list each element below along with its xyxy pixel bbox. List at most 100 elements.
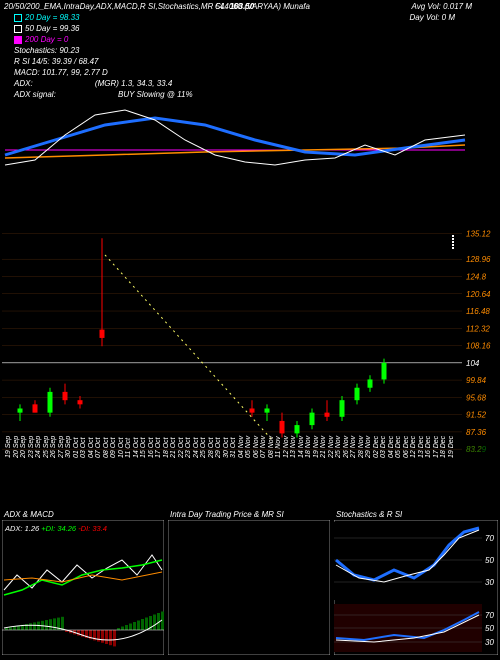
adx-signal-value: BUY Slowing @ 11%: [118, 90, 193, 99]
date-label: 29 Nov: [365, 436, 372, 458]
adx: ADX: (MGR) 1.3, 34.3, 33.4: [14, 79, 172, 88]
date-label: 20 Sep: [20, 436, 27, 458]
day200: 200 Day = 0: [14, 35, 68, 44]
date-label: 05 Nov: [245, 436, 252, 458]
date-label: 26 Nov: [343, 436, 350, 458]
cl-value: 103.50: [230, 2, 254, 11]
date-axis: 19 Sep20 Sep20 Sep23 Sep24 Sep25 Sep26 S…: [0, 458, 460, 513]
cl-label: CL: 103.50: [215, 2, 254, 11]
date-label: 26 Sep: [50, 436, 57, 458]
date-label: 08 Nov: [268, 436, 275, 458]
svg-text:70: 70: [485, 534, 494, 543]
date-label: 01 Oct: [73, 437, 80, 458]
svg-text:50: 50: [485, 624, 494, 633]
svg-text:135.12: 135.12: [466, 230, 491, 239]
svg-text:124.8: 124.8: [466, 272, 487, 281]
date-label: 09 Oct: [110, 437, 117, 458]
ema-panel: [0, 100, 500, 210]
date-label: 13 Dec: [418, 436, 425, 458]
date-label: 17 Dec: [433, 436, 440, 458]
macd: MACD: 101.77, 99, 2.77 D: [14, 68, 108, 77]
day200-swatch: [14, 36, 22, 44]
svg-text:116.48: 116.48: [466, 307, 490, 316]
adx-macd-title: ADX & MACD: [4, 510, 54, 519]
stoch-panel: Stochastics & R SI 705030705030: [334, 520, 498, 655]
candle-panel: 135.12128.96124.8120.64116.48112.32108.1…: [0, 225, 500, 455]
svg-text:70: 70: [485, 611, 494, 620]
date-label: 28 Oct: [208, 437, 215, 458]
date-label: 20 Sep: [13, 436, 20, 458]
date-label: 16 Oct: [148, 437, 155, 458]
day50: 50 Day = 99.36: [14, 24, 79, 33]
adx-signal: ADX signal: BUY Slowing @ 11%: [14, 90, 193, 99]
date-label: 14 Oct: [133, 437, 140, 458]
svg-text:30: 30: [485, 578, 494, 587]
svg-text:104: 104: [466, 359, 480, 368]
date-label: 21 Oct: [170, 437, 177, 458]
rsi: R SI 14/5: 39.39 / 68.47: [14, 57, 99, 66]
date-label: 07 Oct: [95, 437, 102, 458]
svg-text:120.64: 120.64: [466, 290, 491, 299]
date-label: 04 Oct: [88, 437, 95, 458]
date-label: 25 Oct: [200, 437, 207, 458]
date-label: 22 Oct: [178, 437, 185, 458]
svg-text:ADX: 1.26 +DI: 34.26 -DI:: ADX: 1.26 +DI: 34.26 -DI: 33.4: [4, 524, 107, 533]
date-label: 21 Nov: [320, 436, 327, 458]
svg-text:83.29: 83.29: [466, 445, 487, 454]
date-label: 12 Dec: [410, 436, 417, 458]
header-indicators: 20/50/200_EMA,IntraDay,ADX,MACD,R SI,Sto…: [4, 2, 310, 11]
svg-text:108.16: 108.16: [466, 342, 491, 351]
date-label: 19 Sep: [5, 436, 12, 458]
svg-text:99.84: 99.84: [466, 376, 487, 385]
date-label: 31 Oct: [230, 437, 237, 458]
adx-value: (MGR) 1.3, 34.3, 33.4: [95, 79, 172, 88]
day50-text: 50 Day = 99.36: [25, 24, 79, 33]
date-label: 24 Oct: [193, 437, 200, 458]
svg-text:30: 30: [485, 638, 494, 647]
date-label: 15 Oct: [140, 437, 147, 458]
svg-text:87.36: 87.36: [466, 428, 487, 437]
date-label: 18 Nov: [305, 436, 312, 458]
date-label: 30 Sep: [65, 436, 72, 458]
day200-text: 200 Day = 0: [25, 35, 68, 44]
date-label: 29 Oct: [215, 437, 222, 458]
date-label: 03 Dec: [380, 436, 387, 458]
svg-text:91.52: 91.52: [466, 411, 487, 420]
date-label: 06 Nov: [253, 436, 260, 458]
date-label: 28 Nov: [358, 436, 365, 458]
date-label: 11 Oct: [125, 438, 132, 458]
adx-chart: ADX: 1.26 +DI: 34.26 -DI: 33.4: [2, 520, 164, 655]
date-label: 14 Nov: [298, 436, 305, 458]
date-label: 19 Dec: [448, 436, 455, 458]
date-label: 16 Dec: [425, 436, 432, 458]
date-label: 18 Dec: [440, 436, 447, 458]
avg-vol: Avg Vol: 0.017 M: [412, 2, 472, 11]
date-label: 07 Nov: [260, 436, 267, 458]
day50-swatch: [14, 25, 22, 33]
chart-container: { "header": { "line1_left": "20/50/200_E…: [0, 0, 500, 660]
adx-signal-label: ADX signal:: [14, 90, 56, 99]
svg-text:95.68: 95.68: [466, 393, 487, 402]
date-label: 19 Nov: [313, 436, 320, 458]
stoch-chart: 70 50 30 70 50 30: [334, 520, 498, 655]
date-label: 23 Sep: [28, 436, 35, 458]
svg-text:50: 50: [485, 556, 494, 565]
date-label: 12 Nov: [283, 436, 290, 458]
date-label: 17 Oct: [155, 437, 162, 458]
day20-swatch: [14, 14, 22, 22]
intraday-chart: [168, 520, 330, 655]
date-label: 06 Dec: [403, 436, 410, 458]
date-label: 24 Sep: [35, 436, 42, 458]
date-label: 11 Nov: [275, 436, 282, 458]
date-label: 13 Nov: [290, 436, 297, 458]
day-vol: Day Vol: 0 M: [410, 13, 456, 22]
date-label: 30 Oct: [223, 437, 230, 458]
intraday-title: Intra Day Trading Price & MR SI: [170, 510, 284, 519]
date-label: 08 Oct: [103, 437, 110, 458]
date-label: 27 Sep: [58, 436, 65, 458]
date-label: 10 Oct: [118, 437, 125, 458]
date-label: 23 Oct: [185, 437, 192, 458]
stoch-title: Stochastics & R SI: [336, 510, 402, 519]
adx-label: ADX:: [14, 79, 33, 88]
date-label: 02 Dec: [373, 436, 380, 458]
